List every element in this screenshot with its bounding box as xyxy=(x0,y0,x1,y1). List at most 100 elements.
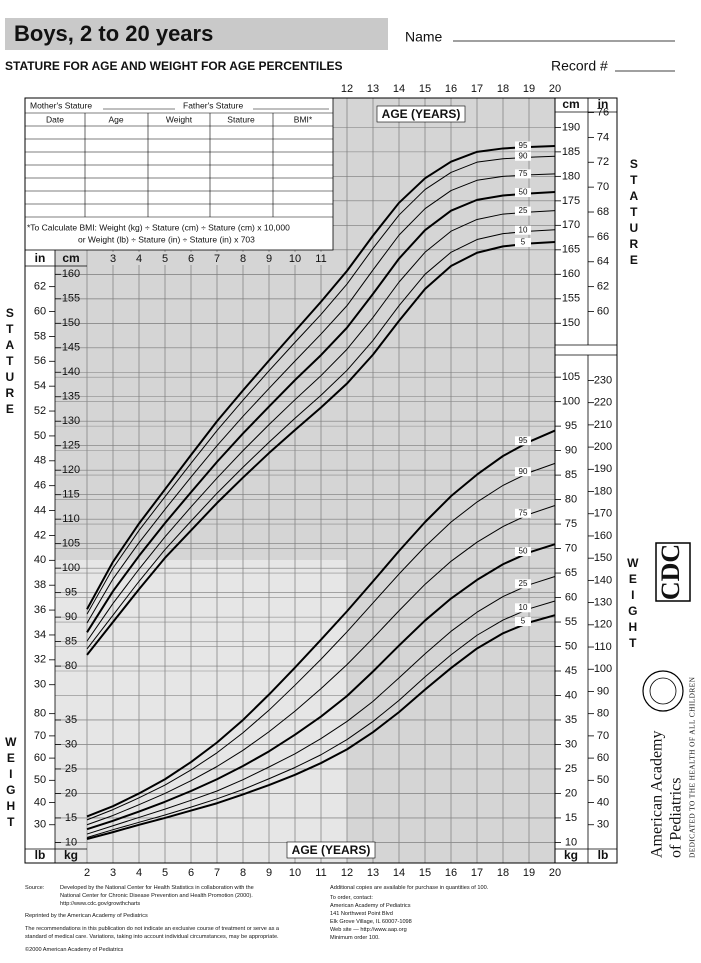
percentile-line xyxy=(86,600,556,838)
y-tick-label: 46 xyxy=(34,480,46,492)
aap-seal xyxy=(642,670,684,712)
y-tick-label: 100 xyxy=(594,663,612,675)
percentile-label: 50 xyxy=(519,547,528,556)
y-tick-label: 66 xyxy=(597,231,609,243)
column-header: BMI* xyxy=(294,114,313,124)
y-tick-label: 165 xyxy=(562,244,580,256)
y-tick-label: 25 xyxy=(565,763,577,775)
x-tick-label: 7 xyxy=(214,867,220,879)
footer-reprinted: Reprinted by the American Academy of Ped… xyxy=(25,913,148,919)
percentile-label-bg xyxy=(515,508,531,518)
column-header: Stature xyxy=(227,114,255,124)
frame xyxy=(24,97,618,864)
percentile-label-bg xyxy=(515,141,531,151)
y-tick-label: 54 xyxy=(34,380,46,392)
y-tick-label: 130 xyxy=(594,597,612,609)
percentile-label: 95 xyxy=(519,436,528,445)
y-tick-label: 32 xyxy=(34,654,46,666)
y-tick-label: 150 xyxy=(62,317,80,329)
y-tick-label: 90 xyxy=(597,685,609,697)
y-tick-label: 40 xyxy=(565,689,577,701)
percentile-label-bg xyxy=(515,579,531,589)
y-tick-label: 210 xyxy=(594,419,612,431)
x-tick-label-bg xyxy=(288,252,302,265)
y-tick-label: 62 xyxy=(597,281,609,293)
y-tick-label: 64 xyxy=(597,256,609,268)
mother-label: Mother's Stature xyxy=(30,100,92,110)
x-tick-label-bg xyxy=(106,252,120,265)
x-tick-label: 18 xyxy=(497,83,509,95)
column-header: Weight xyxy=(166,114,193,124)
y-tick-label: 36 xyxy=(34,604,46,616)
x-axis-label: AGE (YEARS) xyxy=(292,843,371,857)
y-tick-label: 74 xyxy=(597,131,609,143)
y-tick-label: 20 xyxy=(565,787,577,799)
percentile-label: 50 xyxy=(519,188,528,197)
x-tick-label: 8 xyxy=(240,867,246,879)
x-tick-label: 11 xyxy=(315,253,326,265)
y-tick-label: 170 xyxy=(594,508,612,520)
y-tick-label: 40 xyxy=(34,554,46,566)
percentile-label: 10 xyxy=(519,603,528,612)
y-tick-label: 140 xyxy=(62,366,80,378)
x-tick-label-bg xyxy=(314,252,328,265)
x-tick-label: 13 xyxy=(367,83,379,95)
aap-motto: DEDICATED TO THE HEALTH OF ALL CHILDREN xyxy=(688,676,697,858)
percentile-line xyxy=(86,543,556,831)
y-tick-label: 80 xyxy=(34,708,46,720)
footer-recommendation: The recommendations in this publication … xyxy=(25,926,280,932)
footer-order: 141 Northwest Point Blvd xyxy=(330,911,393,917)
percentile-label-bg xyxy=(515,237,531,247)
y-tick-label: 76 xyxy=(597,106,609,118)
y-axis-label: STATURE xyxy=(3,306,17,418)
axis-unit: cm xyxy=(562,97,579,111)
column-header: Age xyxy=(108,114,123,124)
y-tick-label: 185 xyxy=(562,146,580,158)
y-tick-label: 30 xyxy=(597,819,609,831)
y-tick-label: 70 xyxy=(34,730,46,742)
x-tick-label: 12 xyxy=(341,867,353,879)
y-tick-label: 10 xyxy=(65,836,77,848)
frame-border xyxy=(24,97,618,864)
x-tick-label: 15 xyxy=(419,867,431,879)
x-tick-label: 3 xyxy=(110,867,116,879)
percentile-label-bg xyxy=(515,206,531,216)
x-tick-label: 4 xyxy=(136,253,142,265)
footer-order: Minimum order 100. xyxy=(330,935,380,941)
percentile-line xyxy=(86,229,556,650)
footer-order: Elk Grove Village, IL 60007-1098 xyxy=(330,919,412,925)
x-tick-label: 17 xyxy=(471,83,483,95)
y-tick-label: 135 xyxy=(62,391,80,403)
x-tick-label: 18 xyxy=(497,867,509,879)
percentile-label-bg xyxy=(515,188,531,197)
x-tick-label: 9 xyxy=(266,867,272,879)
percentile-line xyxy=(86,576,556,835)
y-tick-label: 25 xyxy=(65,763,77,775)
y-tick-label: 62 xyxy=(34,281,46,293)
form-table: Mother's Stature Father's Stature Date A… xyxy=(24,97,334,251)
title-band xyxy=(5,18,388,50)
y-tick-label: 35 xyxy=(65,714,77,726)
y-tick-label: 35 xyxy=(565,714,577,726)
axis-break xyxy=(556,345,616,355)
x-tick-label: 13 xyxy=(367,867,379,879)
percentile-label: 90 xyxy=(519,151,528,160)
aap-seal-inner xyxy=(649,677,677,705)
form-lines xyxy=(25,112,333,218)
y-tick-label: 100 xyxy=(62,562,80,574)
footer-source: Developed by the National Center for Hea… xyxy=(60,885,254,891)
y-tick-label: 70 xyxy=(597,181,609,193)
y-tick-label: 30 xyxy=(34,819,46,831)
x-tick-label: 7 xyxy=(214,253,220,265)
y-tick-label: 75 xyxy=(565,518,577,530)
axis-unit: lb xyxy=(598,848,609,862)
aap-name: American Academy xyxy=(649,731,666,859)
y-tick-label: 160 xyxy=(62,268,80,280)
percentile-label: 25 xyxy=(519,579,528,588)
x-tick-label-bg xyxy=(236,252,250,265)
percentile-label: 10 xyxy=(519,225,528,234)
x-tick-label: 17 xyxy=(471,867,483,879)
percentile-label-bg xyxy=(515,603,531,613)
y-tick-label: 45 xyxy=(565,665,577,677)
